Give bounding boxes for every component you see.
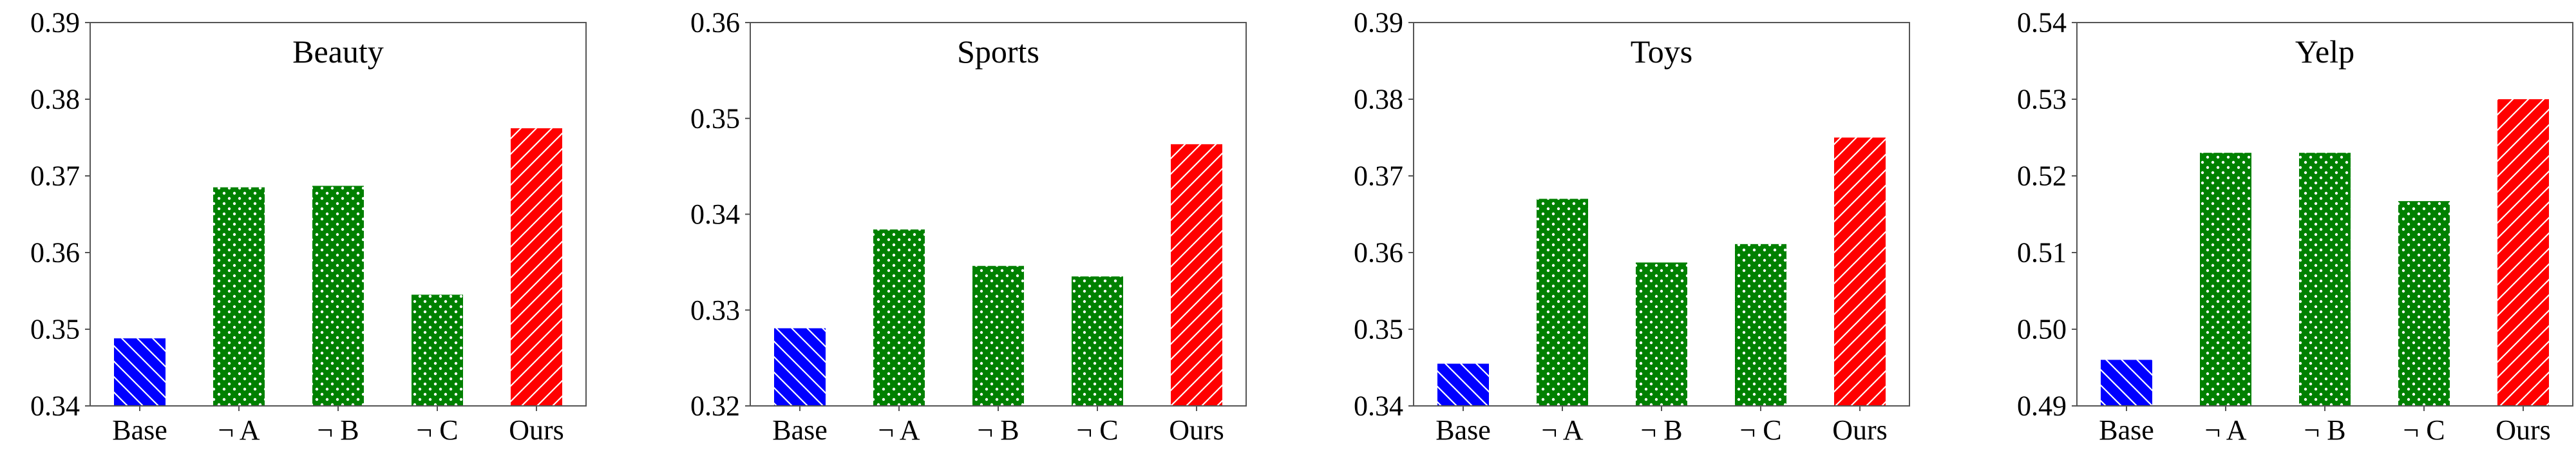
y-tick-label: 0.36: [1354, 237, 1403, 269]
y-tick-label: 0.37: [1354, 160, 1403, 192]
bar: [972, 265, 1024, 406]
panel-title: Sports: [957, 34, 1039, 70]
bar: [412, 294, 463, 406]
y-tick-label: 0.38: [30, 84, 80, 115]
x-tick-label: Base: [112, 414, 167, 446]
x-tick-label: ¬ A: [2204, 414, 2246, 446]
bar: [511, 128, 562, 406]
bar: [1437, 363, 1489, 406]
bar: [1537, 198, 1588, 406]
bar: [1834, 137, 1886, 406]
chart-panel-yelp: 0.49 0.50 0.51 0.52 0.53 0.54 Base ¬ A ¬ B ¬ C Our…: [2017, 7, 2573, 446]
bar: [1636, 262, 1687, 406]
x-tick-label: Ours: [1832, 414, 1888, 446]
x-tick-label: ¬ C: [2403, 414, 2445, 446]
y-tick-label: 0.54: [2017, 7, 2067, 39]
y-tick-label: 0.32: [690, 390, 740, 422]
y-tick-label: 0.38: [1354, 84, 1403, 115]
chart-panel-toys: 0.34 0.35 0.36 0.37 0.38 0.39 Base ¬ A ¬ B ¬ C Our…: [1354, 7, 1910, 446]
y-tick-label: 0.53: [2017, 84, 2067, 115]
x-tick-label: ¬ A: [218, 414, 260, 446]
y-tick-label: 0.35: [1354, 314, 1403, 345]
x-tick-label: Base: [772, 414, 828, 446]
y-tick-label: 0.52: [2017, 160, 2067, 192]
panel-title: Yelp: [2295, 34, 2354, 70]
bar: [114, 338, 166, 406]
y-tick-label: 0.50: [2017, 314, 2067, 345]
y-tick-label: 0.34: [690, 198, 740, 230]
x-tick-label: Ours: [2496, 414, 2551, 446]
x-tick-label: ¬ A: [878, 414, 920, 446]
bar: [312, 186, 364, 406]
y-tick-label: 0.37: [30, 160, 80, 192]
bar: [213, 187, 265, 406]
bar: [2497, 99, 2549, 406]
x-tick-label: ¬ B: [1640, 414, 1682, 446]
panel-title: Beauty: [292, 34, 384, 70]
x-tick-label: Ours: [509, 414, 564, 446]
bar: [1072, 276, 1123, 406]
x-tick-label: Base: [2099, 414, 2154, 446]
x-tick-label: ¬ C: [1739, 414, 1781, 446]
x-tick-label: ¬ C: [1076, 414, 1118, 446]
y-tick-label: 0.33: [690, 294, 740, 326]
y-tick-label: 0.36: [690, 7, 740, 39]
y-tick-label: 0.39: [1354, 7, 1403, 39]
y-tick-label: 0.34: [1354, 390, 1403, 422]
x-tick-label: ¬ B: [2304, 414, 2345, 446]
x-tick-label: ¬ C: [416, 414, 458, 446]
y-tick-label: 0.34: [30, 390, 80, 422]
y-tick-label: 0.49: [2017, 390, 2067, 422]
x-tick-label: ¬ B: [317, 414, 359, 446]
y-tick-label: 0.39: [30, 7, 80, 39]
bar: [2200, 153, 2251, 407]
x-tick-label: Base: [1435, 414, 1491, 446]
chart-panel-sports: 0.32 0.33 0.34 0.35 0.36 Base ¬ A ¬ B ¬ C Ours Spo…: [690, 7, 1247, 446]
bar: [2299, 153, 2351, 407]
panel-title: Toys: [1631, 34, 1693, 70]
x-tick-label: ¬ B: [977, 414, 1019, 446]
x-tick-label: ¬ A: [1541, 414, 1583, 446]
y-tick-label: 0.36: [30, 237, 80, 269]
y-tick-label: 0.51: [2017, 237, 2067, 269]
y-tick-label: 0.35: [690, 102, 740, 134]
bar: [1171, 144, 1222, 406]
bar: [2398, 201, 2450, 406]
x-tick-label: Ours: [1169, 414, 1224, 446]
bar: [1735, 244, 1786, 406]
chart-panel-beauty: 0.34 0.35 0.36 0.37 0.38 0.39 Base ¬ A ¬ B ¬ C Our…: [30, 7, 587, 446]
bar: [2101, 360, 2152, 406]
bar: [774, 328, 826, 406]
bar: [873, 229, 925, 406]
y-tick-label: 0.35: [30, 314, 80, 345]
